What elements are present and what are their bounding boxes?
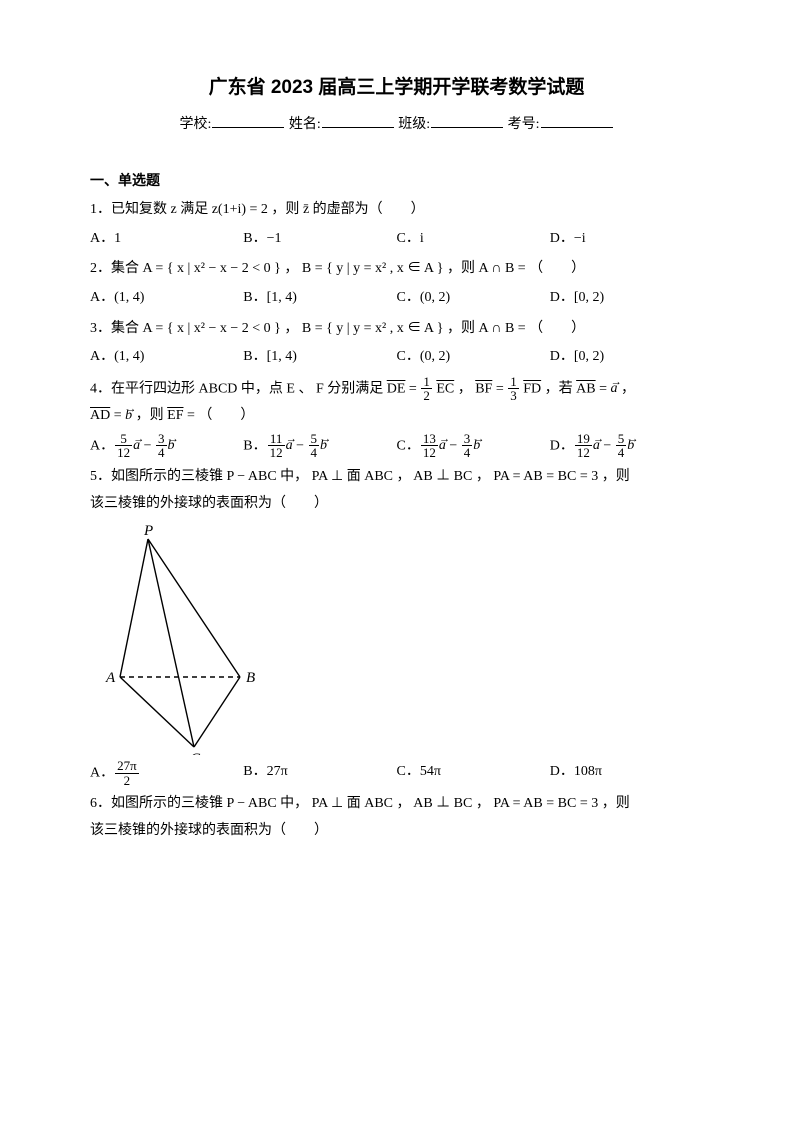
q4-blank: = （ ） — [187, 408, 254, 423]
id-blank — [541, 113, 613, 128]
q4-tail: ，则 — [136, 408, 168, 423]
q5-opt-b: B．27π — [243, 759, 396, 787]
q1-stem-a: 1．已知复数 z 满足 z(1+i) = 2 ，则 — [90, 202, 303, 217]
q4-b: b — [125, 408, 132, 423]
q2-opt-a: A．(1, 4) — [90, 285, 243, 312]
question-6-line1: 6．如图所示的三棱锥 P − ABC 中， PA ⊥ 面 ABC ， AB ⊥ … — [90, 791, 703, 818]
question-6-line2: 该三棱锥的外接球的表面积为（ ） — [90, 818, 703, 845]
q4-bf: BF — [475, 381, 492, 396]
q4-third: 13 — [508, 375, 519, 403]
class-label: 班级: — [398, 117, 430, 132]
question-5-line2: 该三棱锥的外接球的表面积为（ ） — [90, 491, 703, 518]
q4-mid: ，若 — [545, 381, 577, 396]
q4-ef: EF — [167, 408, 183, 423]
svg-text:P: P — [143, 525, 153, 539]
q1-opt-b: B．−1 — [243, 226, 396, 253]
name-label: 姓名: — [289, 117, 321, 132]
q4-opt-d: D．1912a − 54b — [550, 432, 703, 460]
q2-opt-d: D．[0, 2) — [550, 285, 703, 312]
q5-opt-a: A．27π2 — [90, 759, 243, 787]
q4-fd: FD — [523, 381, 541, 396]
q2-options: A．(1, 4) B．[1, 4) C．(0, 2) D．[0, 2) — [90, 285, 703, 312]
q3-opt-a: A．(1, 4) — [90, 344, 243, 371]
tetrahedron-diagram: P A B C — [100, 525, 290, 755]
q3-options: A．(1, 4) B．[1, 4) C．(0, 2) D．[0, 2) — [90, 344, 703, 371]
q4-ab: AB — [576, 381, 595, 396]
name-blank — [322, 113, 394, 128]
q1-opt-c: C．i — [397, 226, 550, 253]
question-2: 2．集合 A = { x | x² − x − 2 < 0 } ， B = { … — [90, 256, 703, 283]
q5-options: A．27π2 B．27π C．54π D．108π — [90, 759, 703, 787]
question-1: 1．已知复数 z 满足 z(1+i) = 2 ，则 z̄ 的虚部为（ ） — [90, 197, 703, 224]
question-5-line1: 5．如图所示的三棱锥 P − ABC 中， PA ⊥ 面 ABC ， AB ⊥ … — [90, 464, 703, 491]
q2-opt-b: B．[1, 4) — [243, 285, 396, 312]
q1-opt-d: D．−i — [550, 226, 703, 253]
id-label: 考号: — [508, 117, 540, 132]
section-1-header: 一、单选题 — [90, 167, 703, 194]
q4-ad: AD — [90, 408, 110, 423]
svg-text:A: A — [105, 670, 116, 686]
question-4: 4．在平行四边形 ABCD 中，点 E 、 F 分别满足 DE = 12 EC … — [90, 375, 703, 430]
class-blank — [431, 113, 503, 128]
svg-text:C: C — [190, 751, 201, 755]
q5-opt-d: D．108π — [550, 759, 703, 787]
question-3: 3．集合 A = { x | x² − x − 2 < 0 } ， B = { … — [90, 316, 703, 343]
q4-a: a — [611, 381, 618, 396]
svg-text:B: B — [246, 670, 255, 686]
q4-opt-c: C．1312a − 34b — [397, 432, 550, 460]
q4-lead: 4．在平行四边形 ABCD 中，点 E 、 F 分别满足 — [90, 381, 387, 396]
student-info-line: 学校: 姓名: 班级: 考号: — [90, 112, 703, 139]
school-label: 学校: — [179, 117, 211, 132]
q1-options: A．1 B．−1 C．i D．−i — [90, 226, 703, 253]
q1-opt-a: A．1 — [90, 226, 243, 253]
q3-opt-b: B．[1, 4) — [243, 344, 396, 371]
q4-de: DE — [387, 381, 406, 396]
q3-opt-c: C．(0, 2) — [397, 344, 550, 371]
school-blank — [212, 113, 284, 128]
q3-opt-d: D．[0, 2) — [550, 344, 703, 371]
q5-opt-c: C．54π — [397, 759, 550, 787]
q1-stem-b: 的虚部为（ ） — [309, 202, 425, 217]
q4-opt-a: A．512a − 34b — [90, 432, 243, 460]
q2-opt-c: C．(0, 2) — [397, 285, 550, 312]
q4-opt-b: B．1112a − 54b — [243, 432, 396, 460]
page-title: 广东省 2023 届高三上学期开学联考数学试题 — [90, 70, 703, 106]
q4-options: A．512a − 34b B．1112a − 54b C．1312a − 34b… — [90, 432, 703, 460]
q4-ec: EC — [436, 381, 454, 396]
q4-half: 12 — [421, 375, 432, 403]
